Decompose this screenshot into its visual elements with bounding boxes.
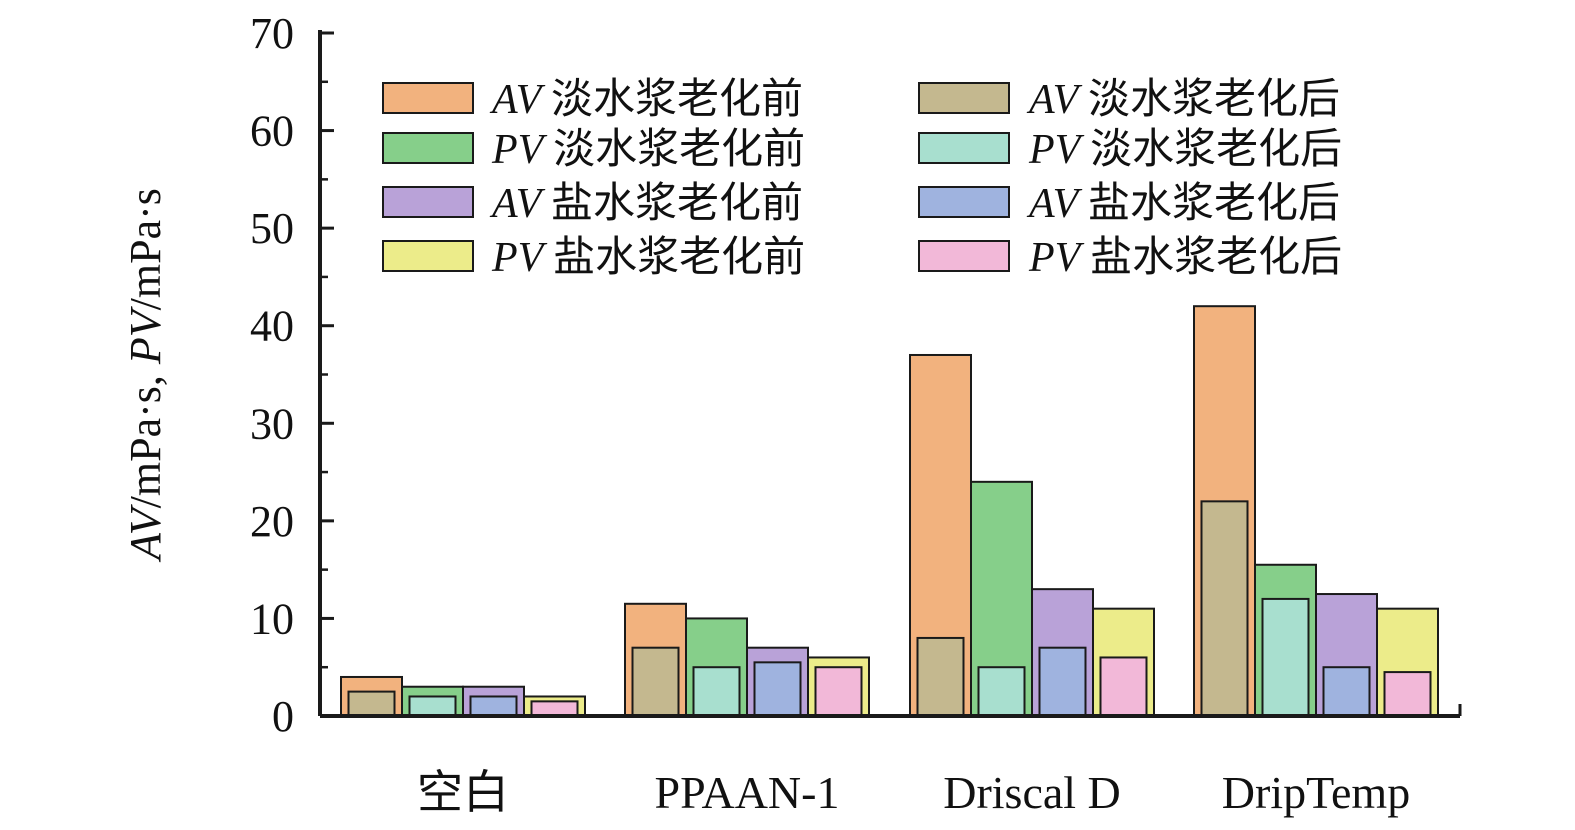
y-tick-label-0: 0 xyxy=(272,692,294,741)
bars-layer xyxy=(340,305,1439,718)
legend-label-prefix-2: AV xyxy=(489,181,551,227)
bar-series-4-cat-1 xyxy=(631,646,680,718)
y-axis-title-part-0: AV xyxy=(121,503,170,563)
legend-label-prefix-3: PV xyxy=(491,235,553,281)
x-category-label-1: PPAAN-1 xyxy=(655,767,840,818)
legend-label-prefix-1: PV xyxy=(491,127,553,173)
bar-series-5-cat-1 xyxy=(692,666,741,718)
bar-series-4-cat-0 xyxy=(347,690,396,717)
legend-label-5: PV 淡水浆老化后 xyxy=(1028,127,1342,173)
bar-series-6-cat-3 xyxy=(1322,666,1371,718)
legend-label-prefix-6: AV xyxy=(1026,181,1088,227)
legend-label-suffix-6: 盐水浆老化后 xyxy=(1088,181,1340,227)
axis-layer: 0 10 20 30 40 50 60 70 空白 PPAAN-1 Driscal D DripTem… xyxy=(121,9,1462,818)
y-tick-label-2: 20 xyxy=(250,497,294,546)
legend-label-suffix-4: 淡水浆老化后 xyxy=(1088,77,1340,123)
bar-series-7-cat-0 xyxy=(530,700,579,717)
legend-label-prefix-7: PV xyxy=(1028,235,1090,281)
legend-label-suffix-1: 淡水浆老化前 xyxy=(553,127,805,173)
bar-series-4-cat-3 xyxy=(1200,500,1249,718)
legend-swatch-3 xyxy=(382,240,474,272)
y-tick-label-7: 70 xyxy=(250,9,294,58)
y-axis-title-part-1: /mPa·s, xyxy=(121,364,170,508)
bar-series-4-cat-2 xyxy=(916,636,965,718)
bar-series-5-cat-2 xyxy=(977,666,1026,718)
legend-label-1: PV 淡水浆老化前 xyxy=(491,127,805,173)
y-tick-label-3: 30 xyxy=(250,399,294,448)
legend-swatch-0 xyxy=(382,82,474,114)
y-axis-title-part-2: PV xyxy=(121,305,170,365)
legend-label-0: AV 淡水浆老化前 xyxy=(489,77,803,123)
legend-label-prefix-4: AV xyxy=(1026,77,1088,123)
y-axis-title-part-3: /mPa·s xyxy=(121,188,170,310)
bar-series-7-cat-1 xyxy=(814,666,863,718)
bar-series-6-cat-1 xyxy=(753,661,802,717)
bar-series-7-cat-3 xyxy=(1383,671,1432,717)
x-category-label-3: DripTemp xyxy=(1222,767,1410,818)
legend-swatch-1 xyxy=(382,132,474,164)
legend-swatch-2 xyxy=(382,186,474,218)
y-tick-label-6: 60 xyxy=(250,107,294,156)
y-tick-label-1: 10 xyxy=(250,594,294,643)
legend-label-6: AV 盐水浆老化后 xyxy=(1026,181,1340,227)
legend-label-3: PV 盐水浆老化前 xyxy=(491,235,805,281)
legend-label-prefix-0: AV xyxy=(489,77,551,123)
x-category-label-0: 空白 xyxy=(417,767,509,818)
legend-label-suffix-5: 淡水浆老化后 xyxy=(1090,127,1342,173)
legend-swatch-7 xyxy=(918,240,1010,272)
bar-series-5-cat-3 xyxy=(1261,597,1310,718)
x-category-label-2: Driscal D xyxy=(943,767,1121,818)
legend-swatch-6 xyxy=(918,186,1010,218)
bar-series-7-cat-2 xyxy=(1099,656,1148,718)
legend-label-4: AV 淡水浆老化后 xyxy=(1026,77,1340,123)
legend-label-2: AV 盐水浆老化前 xyxy=(489,181,803,227)
legend-label-suffix-0: 淡水浆老化前 xyxy=(551,77,803,123)
legend-label-prefix-5: PV xyxy=(1028,127,1090,173)
legend-label-suffix-7: 盐水浆老化后 xyxy=(1090,235,1342,281)
bar-series-5-cat-0 xyxy=(408,695,457,718)
legend-label-suffix-3: 盐水浆老化前 xyxy=(553,235,805,281)
bar-series-6-cat-0 xyxy=(469,695,518,718)
legend-label-7: PV 盐水浆老化后 xyxy=(1028,235,1342,281)
bar-series-6-cat-2 xyxy=(1038,646,1087,718)
y-axis-title: AV/mPa·s, PV/mPa·s xyxy=(121,188,170,563)
y-tick-label-4: 40 xyxy=(250,302,294,351)
legend-label-suffix-2: 盐水浆老化前 xyxy=(551,181,803,227)
y-tick-label-5: 50 xyxy=(250,204,294,253)
legend-swatch-5 xyxy=(918,132,1010,164)
legend-swatch-4 xyxy=(918,82,1010,114)
